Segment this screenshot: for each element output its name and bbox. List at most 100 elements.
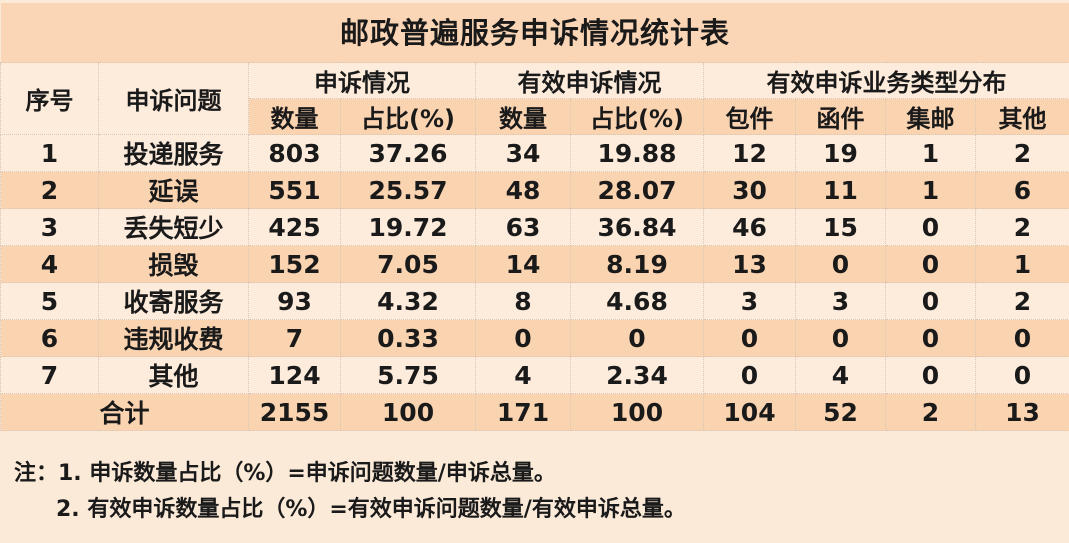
cell-seq: 4 xyxy=(0,245,99,283)
cell-issue: 延误 xyxy=(98,171,249,209)
subheader-letter: 函件 xyxy=(795,98,886,135)
total-label: 合计 xyxy=(0,393,249,431)
cell-other: 2 xyxy=(974,282,1069,320)
cell-valid-pct: 36.84 xyxy=(570,208,704,246)
total-valid-pct: 100 xyxy=(570,393,704,431)
cell-other: 6 xyxy=(974,171,1069,209)
cell-valid-pct: 8.19 xyxy=(570,245,704,283)
table-row: 3 丢失短少 425 19.72 63 36.84 46 15 0 2 xyxy=(0,208,1069,246)
table-row: 2 延误 551 25.57 48 28.07 30 11 1 6 xyxy=(0,171,1069,209)
total-other: 13 xyxy=(974,393,1069,431)
cell-parcel: 12 xyxy=(703,134,796,172)
total-complaint-count: 2155 xyxy=(248,393,341,431)
cell-valid-pct: 0 xyxy=(570,319,704,357)
total-complaint-pct: 100 xyxy=(340,393,476,431)
cell-seq: 3 xyxy=(0,208,99,246)
cell-parcel: 0 xyxy=(703,319,796,357)
table-row: 7 其他 124 5.75 4 2.34 0 4 0 0 xyxy=(0,356,1069,394)
cell-issue: 违规收费 xyxy=(98,319,249,357)
cell-valid-pct: 19.88 xyxy=(570,134,704,172)
page-title: 邮政普遍服务申诉情况统计表 xyxy=(0,0,1069,63)
table-row: 4 损毁 152 7.05 14 8.19 13 0 0 1 xyxy=(0,245,1069,283)
cell-valid-count: 63 xyxy=(475,208,571,246)
cell-letter: 4 xyxy=(795,356,886,394)
header-group-complaints: 申诉情况 xyxy=(248,62,476,99)
cell-complaint-count: 7 xyxy=(248,319,341,357)
cell-complaint-pct: 37.26 xyxy=(340,134,476,172)
cell-letter: 15 xyxy=(795,208,886,246)
cell-complaint-count: 152 xyxy=(248,245,341,283)
cell-letter: 0 xyxy=(795,245,886,283)
cell-issue: 丢失短少 xyxy=(98,208,249,246)
cell-valid-count: 0 xyxy=(475,319,571,357)
cell-valid-count: 14 xyxy=(475,245,571,283)
total-valid-count: 171 xyxy=(475,393,571,431)
cell-valid-count: 48 xyxy=(475,171,571,209)
header-issue: 申诉问题 xyxy=(98,62,249,135)
subheader-parcel: 包件 xyxy=(703,98,796,135)
cell-philately: 0 xyxy=(885,319,976,357)
cell-complaint-pct: 0.33 xyxy=(340,319,476,357)
subheader-complaint-pct: 占比(%) xyxy=(340,98,476,135)
cell-other: 2 xyxy=(974,208,1069,246)
cell-seq: 6 xyxy=(0,319,99,357)
table-row: 1 投递服务 803 37.26 34 19.88 12 19 1 2 xyxy=(0,134,1069,172)
subheader-other: 其他 xyxy=(974,98,1069,135)
cell-valid-pct: 2.34 xyxy=(570,356,704,394)
cell-complaint-pct: 25.57 xyxy=(340,171,476,209)
table-total-row: 合计 2155 100 171 100 104 52 2 13 xyxy=(0,393,1069,431)
cell-complaint-count: 551 xyxy=(248,171,341,209)
cell-letter: 3 xyxy=(795,282,886,320)
cell-parcel: 13 xyxy=(703,245,796,283)
title-row: 邮政普遍服务申诉情况统计表 xyxy=(0,0,1069,63)
cell-complaint-count: 425 xyxy=(248,208,341,246)
cell-parcel: 46 xyxy=(703,208,796,246)
cell-other: 2 xyxy=(974,134,1069,172)
header-sub-row: 数量 占比(%) 数量 占比(%) 包件 函件 集邮 其他 xyxy=(1,98,1069,135)
cell-seq: 1 xyxy=(0,134,99,172)
cell-issue: 投递服务 xyxy=(98,134,249,172)
cell-other: 1 xyxy=(974,245,1069,283)
cell-parcel: 30 xyxy=(703,171,796,209)
cell-parcel: 0 xyxy=(703,356,796,394)
cell-philately: 0 xyxy=(885,282,976,320)
footnote-line-1: 注：1. 申诉数量占比（%）=申诉问题数量/申诉总量。 xyxy=(14,461,556,486)
cell-philately: 0 xyxy=(885,208,976,246)
cell-letter: 11 xyxy=(795,171,886,209)
cell-complaint-count: 124 xyxy=(248,356,341,394)
header-group-business-type: 有效申诉业务类型分布 xyxy=(702,62,1069,99)
cell-issue: 收寄服务 xyxy=(98,282,249,320)
footnotes: 注：1. 申诉数量占比（%）=申诉问题数量/申诉总量。 2. 有效申诉数量占比（… xyxy=(0,450,1069,543)
cell-issue: 其他 xyxy=(98,356,249,394)
cell-complaint-count: 93 xyxy=(248,282,341,320)
subheader-complaint-count: 数量 xyxy=(248,98,341,135)
cell-parcel: 3 xyxy=(703,282,796,320)
cell-complaint-pct: 5.75 xyxy=(340,356,476,394)
cell-complaint-pct: 4.32 xyxy=(340,282,476,320)
cell-letter: 0 xyxy=(795,319,886,357)
cell-letter: 19 xyxy=(795,134,886,172)
cell-complaint-pct: 7.05 xyxy=(340,245,476,283)
cell-philately: 0 xyxy=(885,356,976,394)
cell-valid-pct: 4.68 xyxy=(570,282,704,320)
cell-complaint-pct: 19.72 xyxy=(340,208,476,246)
header-seq: 序号 xyxy=(0,62,99,135)
cell-seq: 2 xyxy=(0,171,99,209)
header-group-valid-complaints: 有效申诉情况 xyxy=(475,62,704,99)
table-row: 6 违规收费 7 0.33 0 0 0 0 0 0 xyxy=(0,319,1069,357)
cell-other: 0 xyxy=(974,356,1069,394)
cell-complaint-count: 803 xyxy=(248,134,341,172)
table-row: 5 收寄服务 93 4.32 8 4.68 3 3 0 2 xyxy=(0,282,1069,320)
total-philately: 2 xyxy=(885,393,976,431)
cell-philately: 1 xyxy=(885,134,976,172)
cell-valid-count: 34 xyxy=(475,134,571,172)
cell-seq: 7 xyxy=(0,356,99,394)
complaint-statistics-table: 邮政普遍服务申诉情况统计表 序号 申诉问题 申诉情况 有效申诉情况 有效申诉业务… xyxy=(0,0,1069,431)
subheader-valid-count: 数量 xyxy=(475,98,571,135)
header-group-row: 序号 申诉问题 申诉情况 有效申诉情况 有效申诉业务类型分布 xyxy=(0,62,1069,135)
cell-philately: 0 xyxy=(885,245,976,283)
cell-valid-count: 8 xyxy=(475,282,571,320)
top-edge-strip xyxy=(0,0,1069,3)
cell-philately: 1 xyxy=(885,171,976,209)
